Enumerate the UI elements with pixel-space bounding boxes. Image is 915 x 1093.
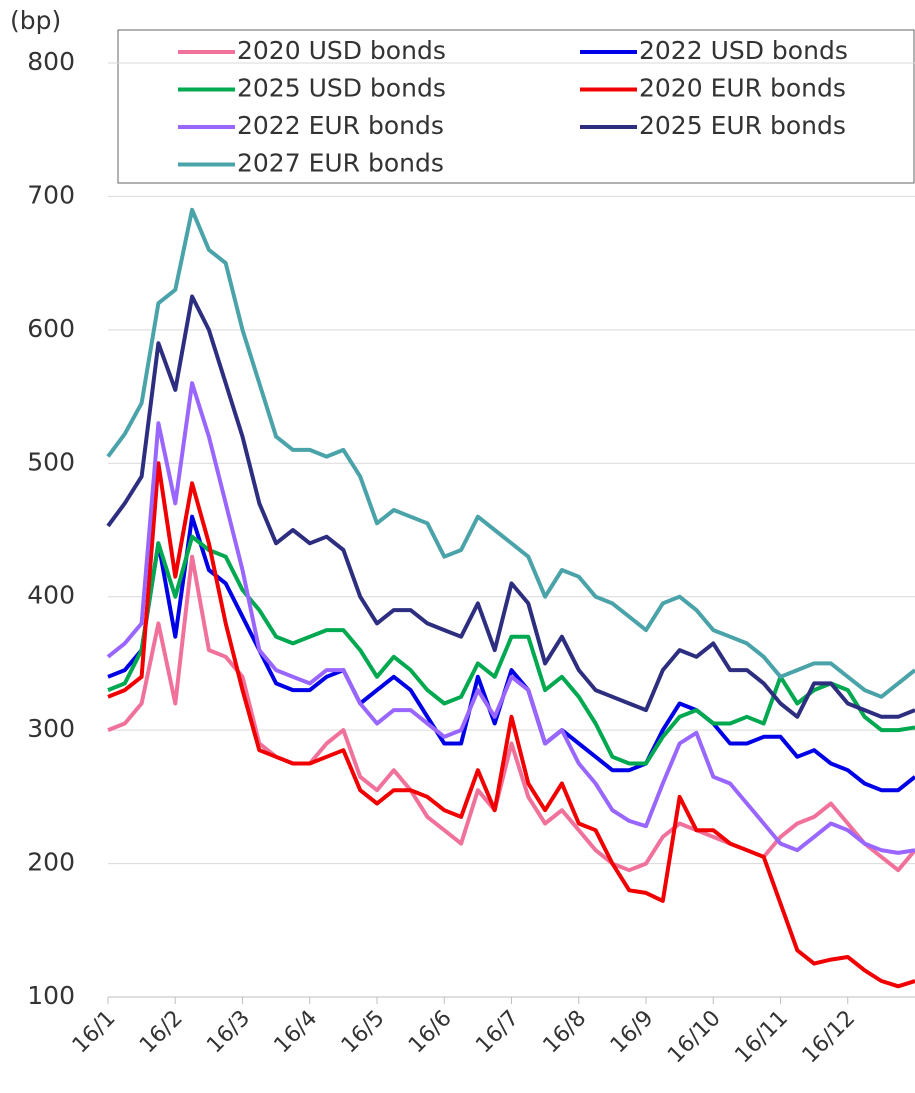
series-line xyxy=(107,534,915,766)
x-tick-label: 16/3 xyxy=(202,1006,255,1059)
x-tick-label: 16/9 xyxy=(606,1006,659,1059)
x-tick-label: 16/2 xyxy=(135,1006,188,1059)
series-line xyxy=(107,554,915,873)
x-tick-label: 16/10 xyxy=(663,1006,726,1069)
x-tick-label: 16/8 xyxy=(539,1006,592,1059)
y-tick-label: 200 xyxy=(27,848,75,877)
series-line xyxy=(106,381,915,855)
x-tick-label: 16/5 xyxy=(337,1006,390,1059)
series-line xyxy=(107,461,915,989)
x-tick-label: 16/4 xyxy=(270,1006,323,1059)
y-tick-label: 300 xyxy=(27,714,75,743)
x-tick-label: 16/11 xyxy=(730,1006,793,1069)
y-tick-label: 600 xyxy=(27,314,75,343)
y-tick-label: 400 xyxy=(27,581,75,610)
y-tick-label: 100 xyxy=(27,981,75,1010)
series-line xyxy=(106,207,915,699)
y-tick-label: 800 xyxy=(27,47,75,76)
x-tick-label: 16/12 xyxy=(798,1006,861,1069)
series-line xyxy=(107,514,915,793)
legend-box xyxy=(117,29,915,184)
y-axis-label: (bp) xyxy=(10,6,61,35)
x-tick-label: 16/7 xyxy=(471,1006,524,1059)
series-line xyxy=(106,294,915,719)
legend-label: 2020 EUR bonds xyxy=(639,74,846,103)
y-tick-label: 700 xyxy=(27,180,75,209)
legend-label: 2025 USD bonds xyxy=(237,74,446,103)
legend-label: 2020 USD bonds xyxy=(237,36,446,65)
x-tick-label: 16/1 xyxy=(68,1006,121,1059)
legend-label: 2022 EUR bonds xyxy=(237,111,444,140)
legend-label: 2025 EUR bonds xyxy=(639,111,846,140)
y-tick-label: 500 xyxy=(27,447,75,476)
legend-label: 2022 USD bonds xyxy=(639,36,848,65)
x-tick-label: 16/6 xyxy=(404,1006,457,1059)
legend-label: 2027 EUR bonds xyxy=(237,149,444,178)
